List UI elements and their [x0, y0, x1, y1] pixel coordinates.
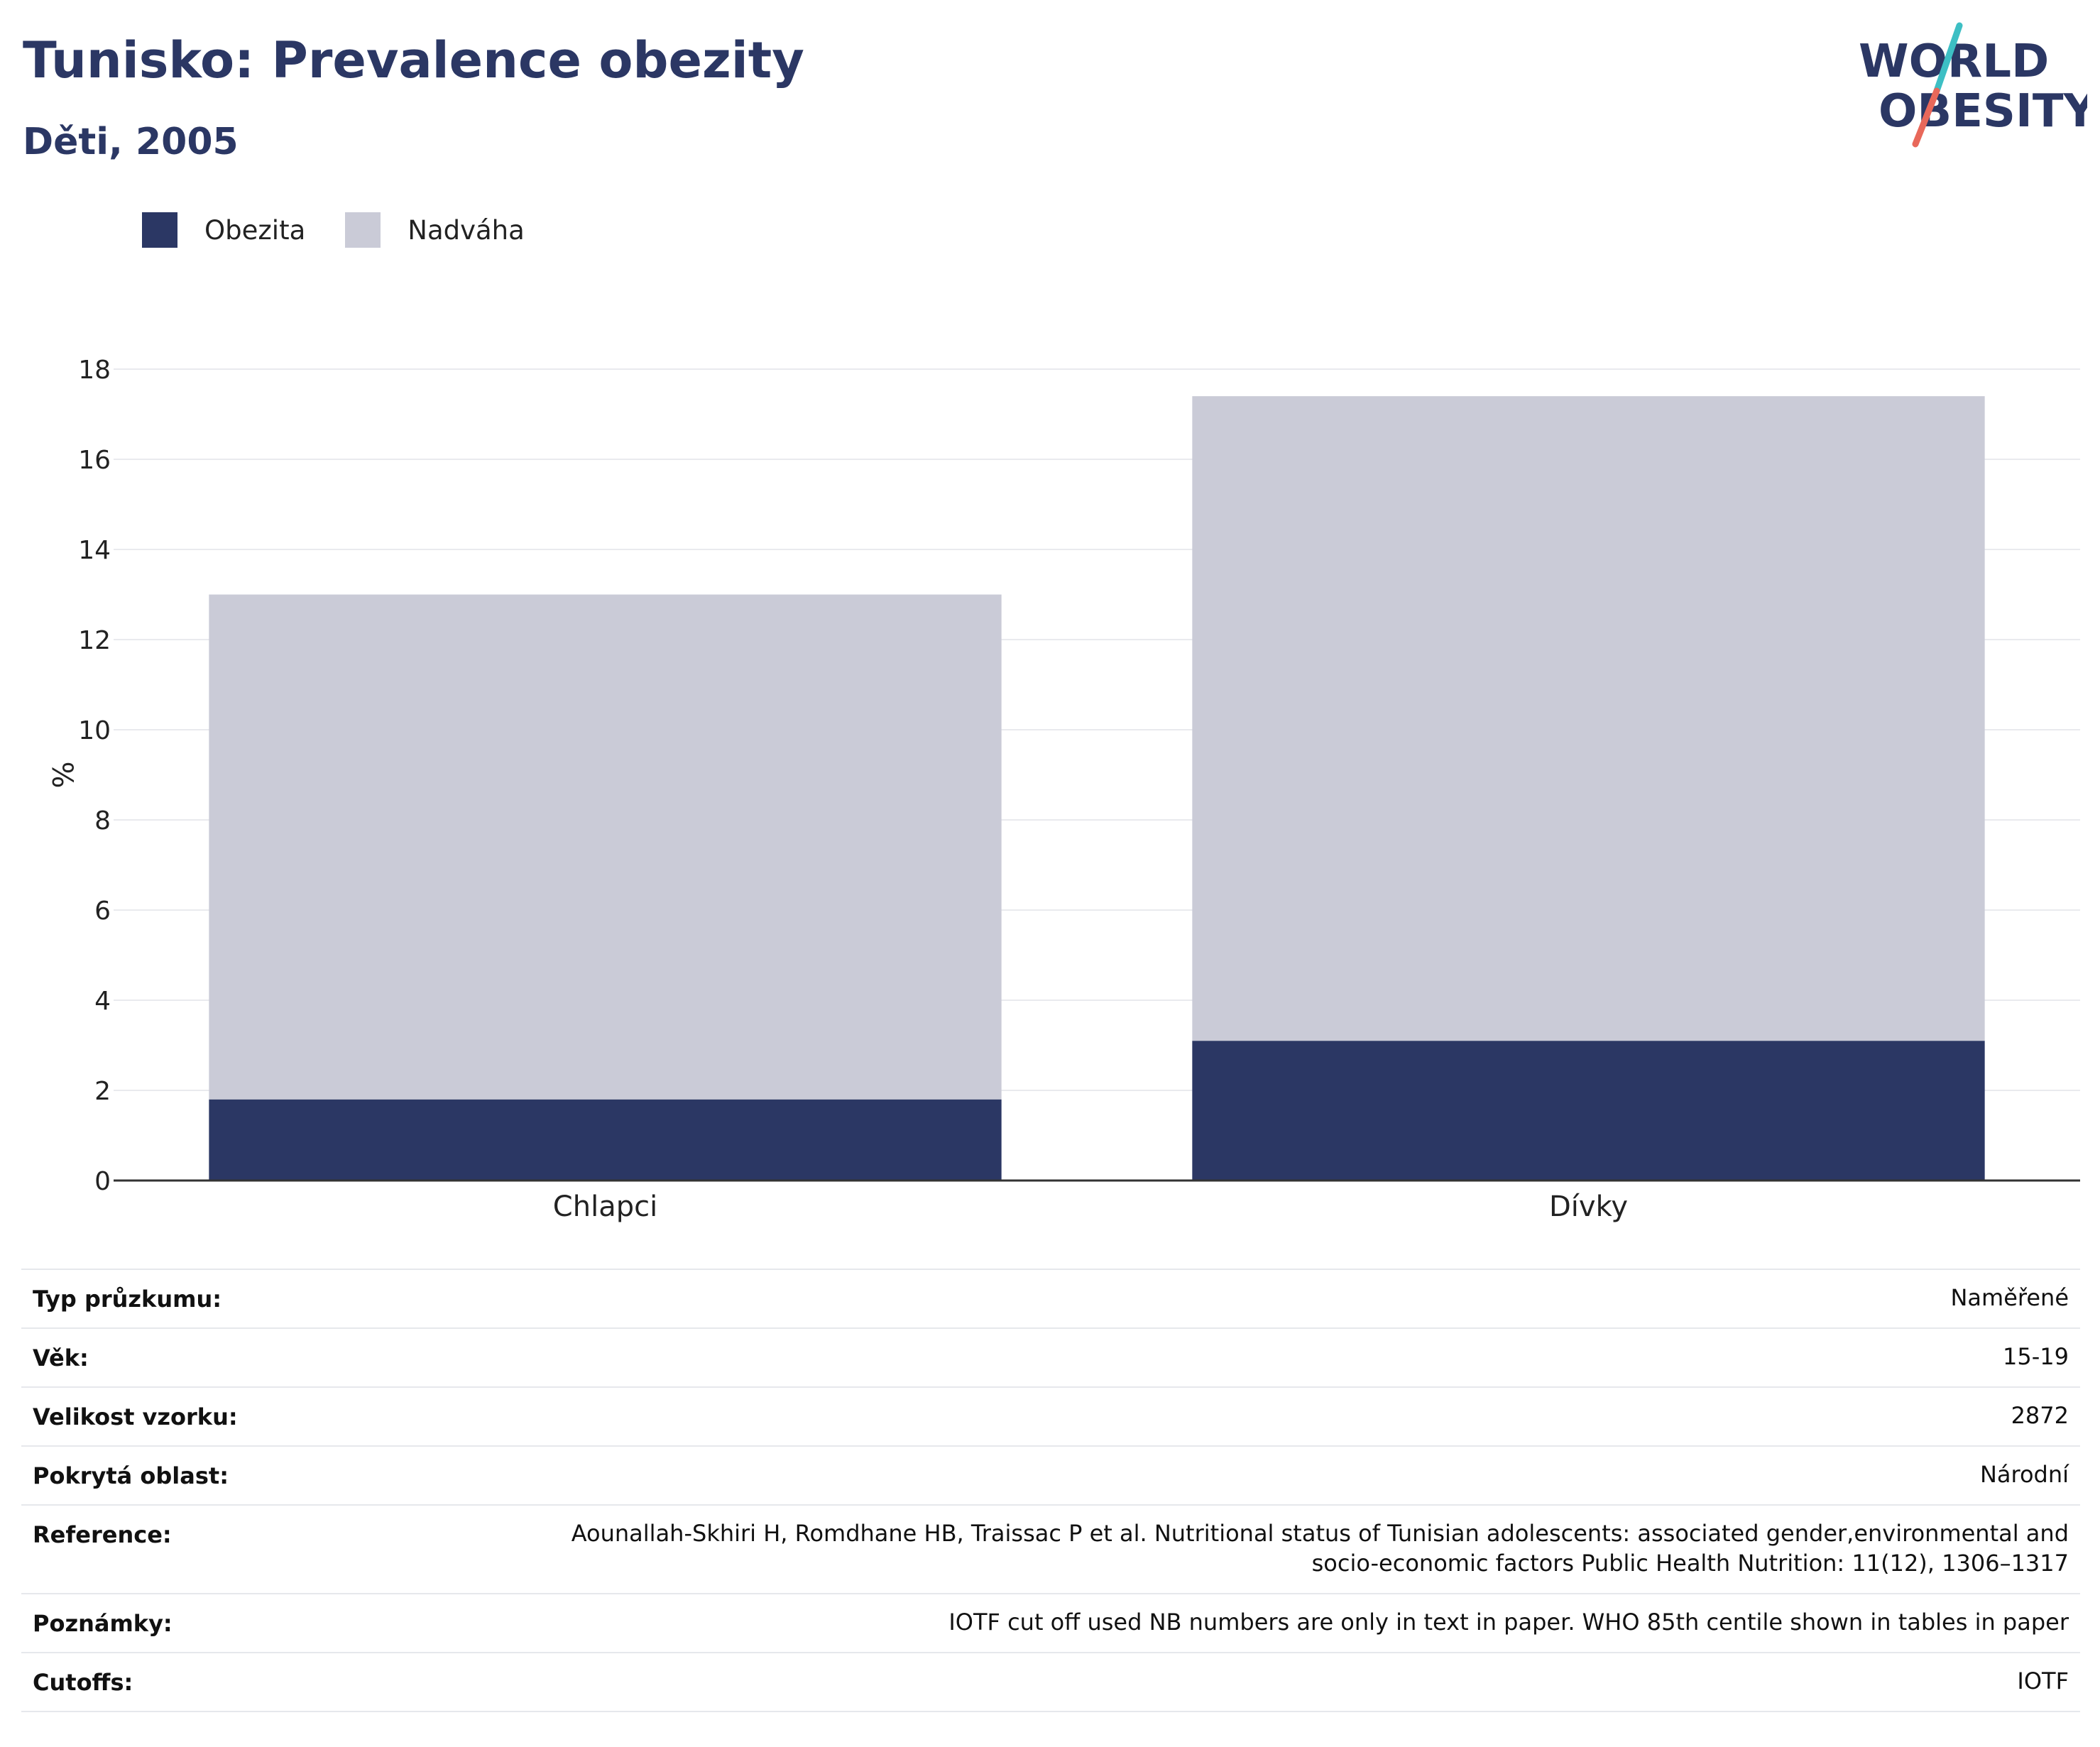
info-label: Poznámky:: [33, 1610, 173, 1637]
y-axis-title: %: [45, 761, 78, 788]
y-tick-label: 4: [94, 987, 111, 1016]
bar-obezita-divky: [1192, 1041, 1985, 1181]
info-value: IOTF cut off used NB numbers are only in…: [948, 1609, 2069, 1636]
x-category-label: Dívky: [1549, 1190, 1628, 1223]
info-label: Cutoffs:: [33, 1669, 133, 1696]
y-tick-label: 10: [78, 716, 111, 745]
legend-item-obezita: Obezita: [142, 212, 305, 248]
legend-label-nadvaha: Nadváha: [408, 214, 525, 246]
info-value: IOTF: [2017, 1667, 2069, 1694]
info-label: Věk:: [33, 1345, 89, 1371]
info-value: 2872: [2011, 1402, 2069, 1429]
bar-nadvaha-chlapci: [209, 594, 1002, 1100]
legend-swatch-nadvaha: [345, 212, 381, 248]
bar-chart: 0 2 4 6 8 10 12 14 16 18% Chlapci Dívky: [45, 356, 2080, 1223]
legend-item-nadvaha: Nadváha: [345, 212, 525, 248]
info-label: Velikost vzorku:: [33, 1403, 238, 1430]
info-label: Pokrytá oblast:: [33, 1462, 229, 1489]
survey-info-table: Typ průzkumu: Naměřené Věk: 15-19 Veliko…: [21, 1269, 2080, 1712]
info-value: Národní: [1979, 1461, 2069, 1488]
info-value: Naměřené: [1950, 1284, 2069, 1311]
page-subtitle: Děti, 2005: [23, 121, 239, 163]
info-row-survey-type: Typ průzkumu: Naměřené: [21, 1270, 2080, 1329]
legend-swatch-obezita: [142, 212, 177, 248]
legend-label-obezita: Obezita: [204, 214, 306, 246]
chart-legend: Obezita Nadváha: [142, 210, 564, 250]
info-label: Typ průzkumu:: [33, 1286, 222, 1313]
bar-nadvaha-divky: [1192, 396, 1985, 1041]
world-obesity-logo: WORLD OBESITY: [1859, 22, 2087, 148]
y-tick-label: 12: [78, 626, 111, 655]
x-category-label: Chlapci: [553, 1190, 657, 1223]
info-row-age: Věk: 15-19: [21, 1329, 2080, 1388]
y-tick-label: 16: [78, 446, 111, 475]
info-label: Reference:: [33, 1521, 172, 1548]
info-row-reference: Reference: Aounallah-Skhiri H, Romdhane …: [21, 1506, 2080, 1594]
y-tick-label: 2: [94, 1077, 111, 1106]
info-value: Aounallah-Skhiri H, Romdhane HB, Traissa…: [571, 1520, 2069, 1577]
logo-slash-bottom: [1912, 87, 1940, 148]
page-title: Tunisko: Prevalence obezity: [23, 31, 804, 89]
info-row-notes: Poznámky: IOTF cut off used NB numbers a…: [21, 1594, 2080, 1653]
y-tick-label: 14: [78, 536, 111, 565]
info-row-cutoffs: Cutoffs: IOTF: [21, 1653, 2080, 1712]
info-row-sample-size: Velikost vzorku: 2872: [21, 1388, 2080, 1447]
bar-obezita-chlapci: [209, 1099, 1002, 1181]
logo-slash-top: [1933, 22, 1963, 94]
y-tick-label: 6: [94, 897, 111, 926]
info-value: 15-19: [2003, 1343, 2069, 1370]
y-tick-label: 18: [78, 356, 111, 385]
logo-line-2: OBESITY: [1878, 85, 2087, 138]
y-tick-label: 8: [94, 806, 111, 836]
y-tick-label: 0: [94, 1167, 111, 1196]
info-row-coverage: Pokrytá oblast: Národní: [21, 1447, 2080, 1506]
